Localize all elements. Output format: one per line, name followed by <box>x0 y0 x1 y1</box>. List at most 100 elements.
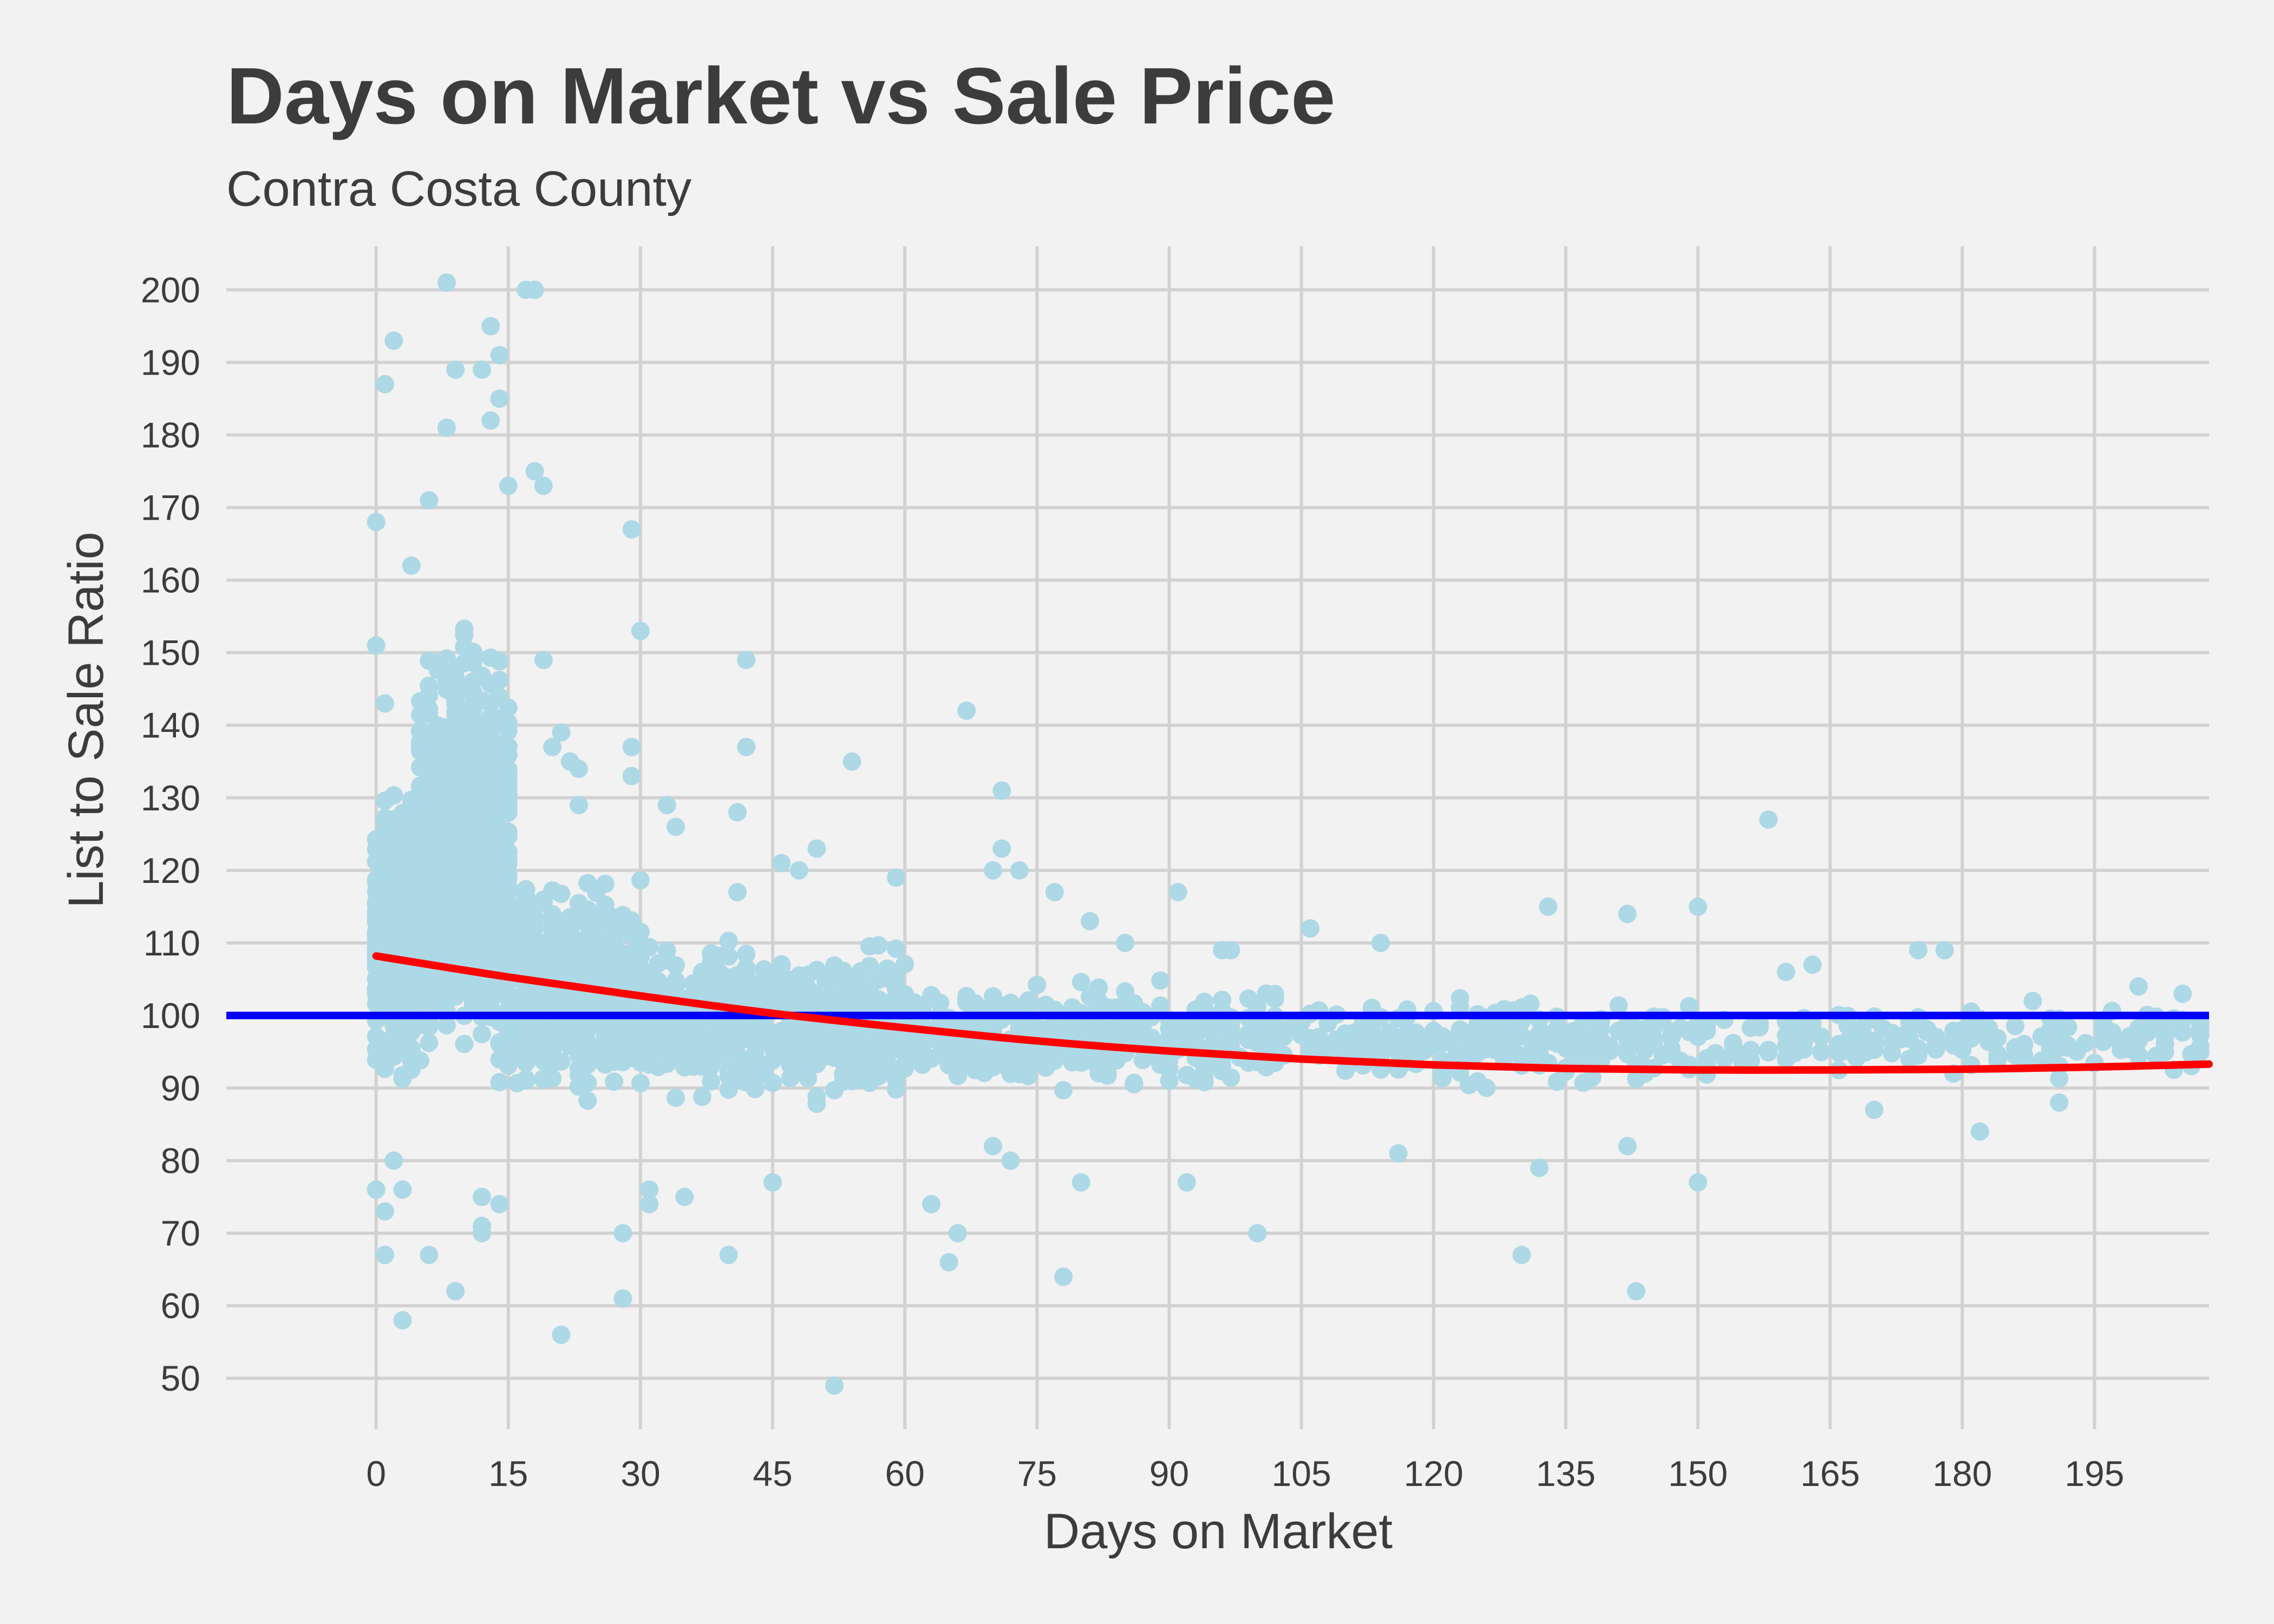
data-point <box>1151 1050 1170 1069</box>
data-point <box>472 360 491 379</box>
data-point <box>842 752 861 771</box>
data-point <box>1186 1026 1205 1045</box>
data-point <box>675 1188 694 1207</box>
data-point <box>1301 919 1319 938</box>
data-point <box>1336 1035 1355 1054</box>
data-point <box>428 924 447 943</box>
y-tick-label: 80 <box>161 1141 200 1181</box>
data-point <box>1689 1173 1708 1192</box>
data-point <box>499 722 518 741</box>
data-point <box>1759 810 1778 829</box>
data-point <box>737 1015 756 1034</box>
data-point <box>613 1289 632 1308</box>
data-point <box>2191 1018 2210 1037</box>
x-tick-label: 195 <box>2064 1453 2124 1494</box>
data-point <box>789 861 808 880</box>
data-point <box>1019 1053 1038 1072</box>
data-point <box>499 1034 518 1053</box>
data-point <box>1970 1122 1989 1141</box>
data-point <box>1468 1037 1487 1056</box>
data-point <box>517 985 535 1004</box>
y-tick-label: 140 <box>141 705 200 745</box>
x-tick-label: 60 <box>885 1453 925 1494</box>
data-point <box>1204 1055 1223 1073</box>
data-point <box>499 988 518 1007</box>
data-point <box>1627 1282 1646 1301</box>
data-point <box>1750 1018 1769 1037</box>
data-point <box>420 491 439 510</box>
data-point <box>1071 1173 1090 1192</box>
data-point <box>692 1088 711 1106</box>
data-point <box>428 944 447 963</box>
x-axis-label: Days on Market <box>1044 1504 1393 1559</box>
data-point <box>490 815 509 834</box>
y-tick-label: 200 <box>141 270 200 310</box>
data-point <box>640 1195 659 1214</box>
x-tick-label: 135 <box>1536 1453 1596 1494</box>
data-point <box>1539 1032 1558 1051</box>
data-point <box>622 520 641 539</box>
data-point <box>560 916 579 935</box>
x-tick-label: 90 <box>1149 1453 1189 1494</box>
data-point <box>1195 1072 1214 1091</box>
data-point <box>455 907 474 926</box>
data-point <box>393 974 412 993</box>
x-tick-label: 75 <box>1017 1453 1057 1494</box>
data-point <box>490 687 509 706</box>
data-point <box>728 1063 747 1082</box>
data-point <box>666 817 685 836</box>
data-point <box>1019 991 1038 1010</box>
data-point <box>1151 971 1170 990</box>
data-point <box>992 781 1011 800</box>
data-point <box>816 978 835 997</box>
data-point <box>860 979 879 998</box>
data-point <box>737 651 756 670</box>
data-point <box>525 462 544 481</box>
data-point <box>1213 991 1232 1010</box>
data-point <box>983 1137 1002 1156</box>
data-point <box>1759 1043 1778 1062</box>
data-point <box>570 1016 589 1034</box>
data-point <box>1865 1032 1884 1051</box>
data-point <box>939 1055 958 1074</box>
x-tick-label: 0 <box>366 1453 386 1494</box>
data-point <box>1653 1046 1672 1065</box>
data-point <box>2173 984 2192 1003</box>
gridlines <box>226 246 2209 1429</box>
data-point <box>1362 1017 1381 1036</box>
data-point <box>1794 1040 1813 1059</box>
data-point <box>446 817 465 836</box>
data-point <box>1838 1016 1857 1035</box>
data-point <box>657 951 676 970</box>
data-point <box>1045 1051 1064 1070</box>
data-point <box>2032 1027 2051 1046</box>
data-point <box>1089 1064 1108 1083</box>
data-point <box>437 418 456 437</box>
data-point <box>1063 1017 1082 1036</box>
data-point <box>1794 1024 1813 1043</box>
data-point <box>420 884 439 903</box>
data-point <box>1116 933 1135 952</box>
data-point <box>1671 1019 1690 1038</box>
y-tick-label: 180 <box>141 415 200 455</box>
x-tick-label: 120 <box>1404 1453 1463 1494</box>
data-point <box>367 969 385 988</box>
data-point <box>1019 1066 1038 1085</box>
y-tick-label: 70 <box>161 1213 200 1253</box>
data-point <box>375 1246 394 1265</box>
data-point <box>772 854 791 873</box>
data-point <box>1089 992 1108 1011</box>
data-point <box>446 360 465 379</box>
x-tick-label: 105 <box>1272 1453 1331 1494</box>
data-point <box>1248 1224 1267 1243</box>
data-point <box>702 1072 721 1091</box>
data-point <box>437 889 456 908</box>
data-point <box>428 851 447 870</box>
data-point <box>666 1018 685 1037</box>
data-point <box>1054 1081 1073 1100</box>
data-point <box>490 670 509 689</box>
data-point <box>1010 861 1029 880</box>
data-point <box>1618 1137 1637 1156</box>
